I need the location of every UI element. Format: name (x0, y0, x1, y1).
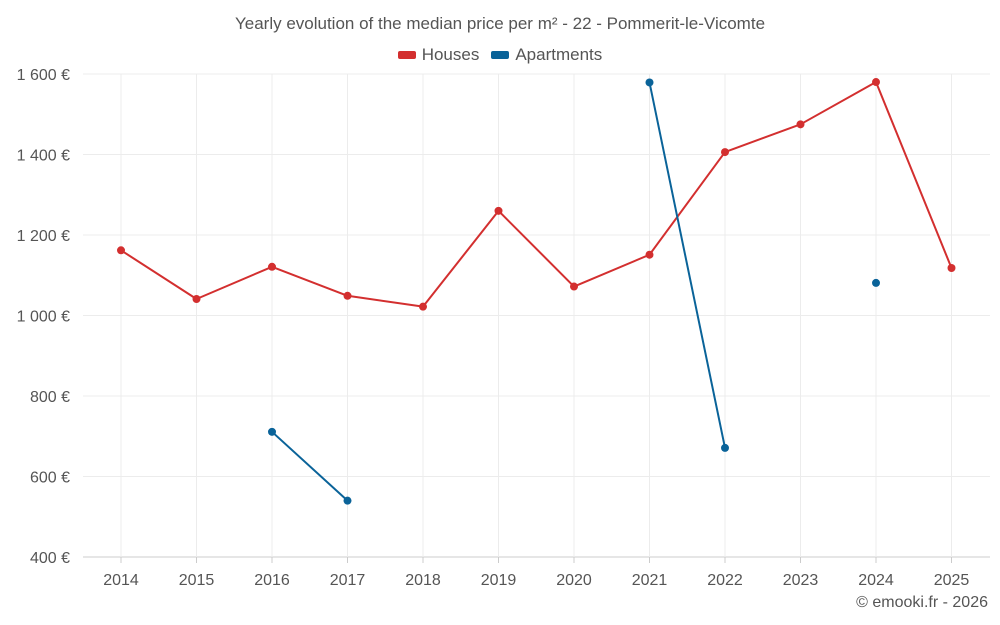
data-point-apartments (872, 278, 880, 287)
data-point-apartments (645, 78, 654, 87)
legend-item-houses[interactable]: Houses (397, 45, 480, 65)
series-line-houses (724, 123, 802, 154)
series-line-houses (271, 265, 349, 297)
y-tick-label: 600 € (30, 470, 70, 487)
x-tick-label: 2017 (330, 572, 366, 589)
legend-swatch-houses (397, 51, 416, 59)
data-point-houses (721, 148, 729, 157)
y-tick-label: 1 000 € (17, 309, 70, 326)
legend-label-houses: Houses (421, 45, 480, 64)
data-point-apartments (343, 496, 352, 505)
legend-swatch-apartments (491, 51, 510, 59)
x-tick-label: 2016 (254, 572, 290, 589)
series-line-apartments (271, 430, 349, 502)
data-point-houses (419, 302, 427, 311)
series-line-houses (346, 294, 424, 308)
series-line-houses (195, 265, 273, 300)
y-tick-label: 800 € (30, 389, 70, 406)
y-tick-label: 1 600 € (17, 67, 70, 84)
credit-text: © emooki.fr - 2026 (856, 594, 988, 611)
series-line-houses (573, 253, 651, 288)
x-tick-label: 2022 (707, 572, 743, 589)
series-line-apartments (648, 81, 726, 449)
x-tick-label: 2023 (783, 572, 819, 589)
legend-label-apartments: Apartments (515, 45, 603, 64)
series-line-houses (120, 249, 198, 300)
y-tick-label: 1 200 € (17, 228, 70, 245)
data-point-apartments (268, 427, 276, 436)
data-point-houses (192, 294, 201, 303)
data-point-houses (645, 250, 654, 259)
data-point-apartments (721, 443, 729, 452)
data-point-houses (796, 120, 805, 129)
data-point-houses (494, 206, 503, 215)
y-tick-label: 1 400 € (17, 148, 70, 165)
series-line-houses (875, 81, 953, 270)
x-tick-label: 2015 (179, 572, 215, 589)
chart-legend: Houses Apartments (0, 45, 1000, 65)
data-point-houses (343, 291, 352, 300)
legend-item-apartments[interactable]: Apartments (491, 45, 602, 65)
series-line-houses (422, 209, 500, 308)
x-tick-label: 2024 (858, 572, 894, 589)
data-point-houses (117, 246, 125, 255)
series-line-houses (497, 209, 575, 288)
data-point-houses (947, 264, 956, 273)
series-line-houses (799, 81, 877, 126)
x-tick-label: 2025 (934, 572, 970, 589)
chart-title: Yearly evolution of the median price per… (234, 14, 766, 33)
x-tick-label: 2020 (556, 572, 592, 589)
x-tick-label: 2019 (481, 572, 517, 589)
x-tick-label: 2021 (632, 572, 668, 589)
data-point-houses (268, 262, 276, 271)
series-line-houses (648, 151, 726, 256)
y-tick-label: 400 € (30, 550, 70, 567)
data-point-houses (570, 282, 578, 291)
x-tick-label: 2018 (405, 572, 441, 589)
x-tick-label: 2014 (103, 572, 139, 589)
data-point-houses (872, 78, 880, 87)
